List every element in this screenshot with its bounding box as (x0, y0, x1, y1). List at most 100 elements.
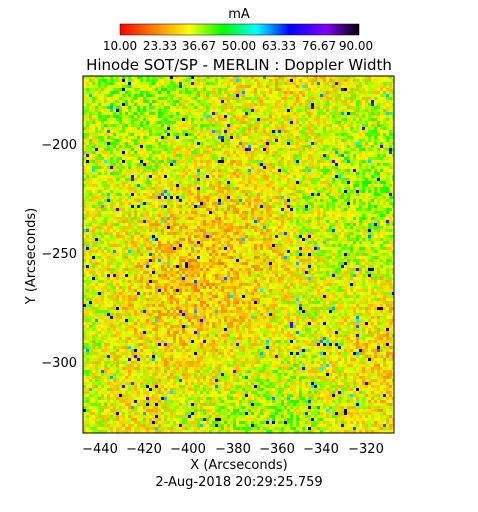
heatmap-cell (365, 160, 368, 163)
heatmap-cell (110, 88, 113, 91)
heatmap-cell (206, 184, 209, 187)
heatmap-cell (104, 151, 107, 154)
heatmap-cell (383, 175, 386, 178)
heatmap-cell (257, 175, 260, 178)
heatmap-cell (296, 79, 299, 82)
heatmap-cell (197, 76, 200, 79)
heatmap-cell (179, 172, 182, 175)
heatmap-cell (206, 208, 209, 211)
heatmap-cell (194, 199, 197, 202)
heatmap-cell (134, 148, 137, 151)
heatmap-cell (365, 127, 368, 130)
heatmap-cell (299, 76, 302, 79)
heatmap-cell (392, 145, 394, 148)
heatmap-cell (314, 88, 317, 91)
colorbar-tick-label: 23.33 (143, 39, 177, 53)
heatmap-cell (335, 208, 338, 211)
heatmap-cell (110, 193, 113, 196)
heatmap-cell (113, 79, 116, 82)
heatmap-cell (266, 184, 269, 187)
heatmap-cell (191, 217, 194, 220)
heatmap-cell (131, 94, 134, 97)
heatmap-cell (311, 202, 314, 205)
heatmap-cell (302, 109, 305, 112)
heatmap-cell (305, 97, 308, 100)
heatmap-cell (353, 76, 356, 79)
heatmap-cell (188, 121, 191, 124)
heatmap-cell (101, 109, 104, 112)
heatmap-cell (158, 151, 161, 154)
heatmap-cell (119, 112, 122, 115)
heatmap-cell (275, 91, 278, 94)
heatmap-cell (362, 115, 365, 118)
heatmap-cell (335, 112, 338, 115)
heatmap-cell (317, 112, 320, 115)
heatmap-cell (368, 163, 371, 166)
heatmap-cell (98, 202, 101, 205)
heatmap-cell (173, 199, 176, 202)
heatmap-cell (269, 91, 272, 94)
heatmap-cell (185, 127, 188, 130)
heatmap-cell (227, 103, 230, 106)
heatmap-cell (161, 112, 164, 115)
heatmap-cell (386, 121, 389, 124)
heatmap-cell (155, 79, 158, 82)
heatmap-cell (281, 88, 284, 91)
heatmap-cell (107, 193, 110, 196)
heatmap-cell (86, 115, 89, 118)
heatmap-cell (92, 190, 95, 193)
heatmap-cell (335, 178, 338, 181)
heatmap-cell (368, 154, 371, 157)
heatmap-cell (125, 217, 128, 220)
heatmap-cell (377, 151, 380, 154)
heatmap-cell (101, 181, 104, 184)
heatmap-cell (116, 205, 119, 208)
heatmap-cell (101, 91, 104, 94)
heatmap-cell (317, 91, 320, 94)
heatmap-cell (161, 136, 164, 139)
heatmap-cell (92, 175, 95, 178)
heatmap-cell (227, 100, 230, 103)
heatmap-cell (122, 88, 125, 91)
heatmap-cell (326, 184, 329, 187)
heatmap-cell (188, 175, 191, 178)
heatmap-cell (155, 76, 158, 79)
heatmap-cell (242, 97, 245, 100)
heatmap-cell (248, 205, 251, 208)
heatmap-cell (341, 214, 344, 217)
heatmap-cell (251, 133, 254, 136)
heatmap-cell (341, 208, 344, 211)
heatmap-cell (188, 136, 191, 139)
heatmap-cell (287, 193, 290, 196)
heatmap-cell (275, 169, 278, 172)
heatmap-cell (248, 196, 251, 199)
heatmap-cell (113, 172, 116, 175)
heatmap-cell (389, 205, 392, 208)
heatmap-cell (278, 127, 281, 130)
heatmap-cell (353, 88, 356, 91)
heatmap-cell (104, 136, 107, 139)
heatmap-cell (326, 91, 329, 94)
heatmap-cell (269, 121, 272, 124)
heatmap-cell (176, 193, 179, 196)
heatmap-cell (209, 205, 212, 208)
heatmap-cell (86, 172, 89, 175)
heatmap-cell (116, 109, 119, 112)
heatmap-cell (365, 109, 368, 112)
heatmap-cell (164, 211, 167, 214)
heatmap-cell (245, 151, 248, 154)
heatmap-cell (83, 109, 86, 112)
heatmap-cell (377, 190, 380, 193)
heatmap-cell (182, 199, 185, 202)
heatmap-cell (389, 82, 392, 85)
heatmap-cell (206, 127, 209, 130)
heatmap-cell (167, 88, 170, 91)
heatmap-cell (119, 118, 122, 121)
heatmap-cell (353, 199, 356, 202)
heatmap-cell (176, 175, 179, 178)
heatmap-cell (278, 79, 281, 82)
heatmap-cell (311, 217, 314, 220)
heatmap-cell (284, 142, 287, 145)
heatmap-cell (98, 145, 101, 148)
heatmap-cell (314, 211, 317, 214)
